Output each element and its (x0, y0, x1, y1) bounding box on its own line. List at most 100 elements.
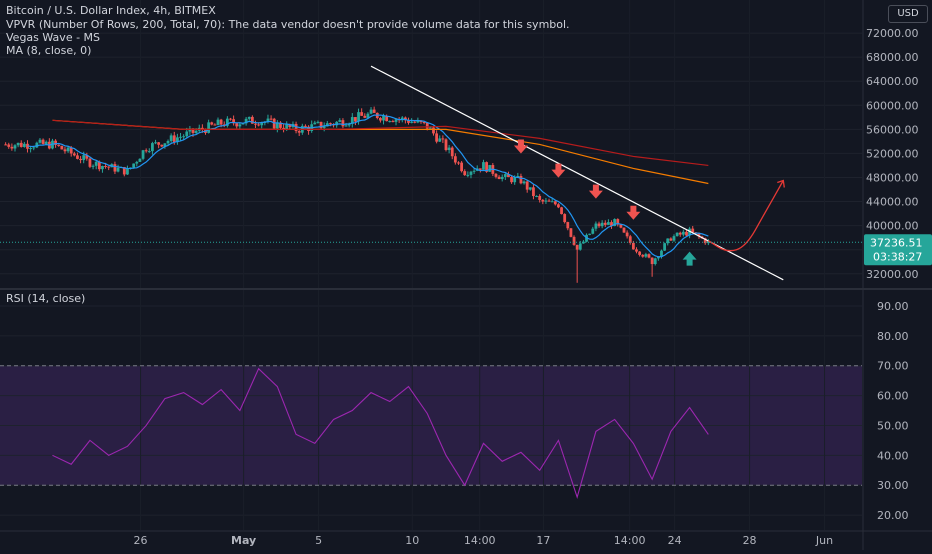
rsi-indicator-legend[interactable]: RSI (14, close) (6, 292, 86, 305)
candle-body (641, 254, 645, 257)
candle-body (541, 199, 545, 202)
candle-body (547, 200, 551, 202)
candle-body (147, 151, 151, 153)
candle-body (132, 163, 136, 168)
rsi-tick-label: 90.00 (877, 300, 909, 313)
candle-body (141, 150, 145, 159)
candle-body (394, 119, 398, 122)
time-tick-label: 28 (743, 534, 757, 547)
candle-body (41, 139, 45, 144)
candle-body (91, 165, 95, 167)
time-tick-label: May (231, 534, 256, 547)
candle-body (407, 120, 410, 123)
candle-body (188, 128, 192, 132)
candle-body (325, 123, 329, 127)
candle-body (619, 224, 623, 228)
candle-body (207, 122, 211, 133)
candle-body (22, 143, 26, 147)
last-price-tag (864, 234, 932, 266)
candle-body (138, 158, 142, 162)
candle-body (482, 162, 485, 170)
time-tick-label: Jun (815, 534, 833, 547)
candle-body (600, 222, 604, 227)
candle-body (319, 121, 323, 128)
candle-body (10, 146, 14, 149)
candle-body (379, 118, 382, 121)
price-tick-label: 40000.00 (866, 220, 919, 233)
candle-body (76, 155, 79, 159)
candle-body (575, 244, 579, 250)
candle-body (350, 117, 354, 124)
candle-body (466, 174, 470, 176)
last-price-value: 37236.51 (870, 236, 923, 249)
candle-body (472, 170, 476, 172)
candle-body (288, 124, 292, 127)
candle-body (57, 144, 61, 146)
price-tick-label: 44000.00 (866, 196, 919, 209)
candle-body (160, 144, 164, 147)
chart-title[interactable]: Bitcoin / U.S. Dollar Index, 4h, BITMEX (6, 4, 216, 17)
vpvr-indicator-legend[interactable]: VPVR (Number Of Rows, 200, Total, 70): T… (6, 18, 570, 31)
ma-indicator-legend[interactable]: MA (8, close, 0) (6, 44, 92, 57)
candle-body (678, 232, 682, 235)
candle-body (569, 228, 573, 237)
price-tick-label: 48000.00 (866, 171, 919, 184)
candle-body (582, 241, 585, 244)
candle-body (194, 130, 198, 133)
currency-badge[interactable]: USD (888, 5, 928, 23)
candle-body (29, 148, 33, 150)
candle-body (191, 128, 195, 133)
candle-body (225, 118, 229, 126)
candle-body (235, 123, 239, 127)
candle-body (669, 238, 673, 241)
candle-body (560, 207, 563, 215)
candle-body (238, 124, 242, 127)
candle-body (563, 214, 567, 223)
candle-body (410, 121, 414, 123)
down-arrow-icon (551, 163, 566, 178)
rsi-tick-label: 40.00 (877, 449, 909, 462)
candle-body (7, 144, 11, 147)
candle-body (622, 227, 626, 233)
candle-body (219, 119, 223, 125)
candle-body (403, 117, 407, 121)
candle-body (13, 145, 17, 149)
candle-body (85, 155, 89, 159)
time-tick-label: 26 (134, 534, 148, 547)
candle-body (463, 171, 467, 176)
candle-body (594, 223, 598, 229)
candle-body (388, 121, 392, 123)
vegas-wave-indicator-legend[interactable]: Vegas Wave - MS (6, 31, 101, 44)
candle-body (413, 121, 417, 123)
candle-body (441, 138, 445, 140)
candle-body (354, 117, 357, 122)
candle-body (338, 120, 342, 122)
candle-body (144, 150, 148, 152)
candle-body (647, 254, 651, 258)
price-tick-label: 56000.00 (866, 123, 919, 136)
candle-body (638, 251, 642, 255)
rsi-tick-label: 30.00 (877, 479, 909, 492)
price-tick-label: 72000.00 (866, 27, 919, 40)
candle-body (260, 122, 264, 126)
candle-body (631, 242, 635, 250)
candle-body (553, 201, 557, 205)
candle-body (688, 228, 691, 236)
candle-body (257, 124, 260, 126)
rsi-line (52, 367, 709, 500)
candle-body (435, 133, 439, 142)
candle-body (216, 119, 220, 126)
time-tick-label: 10 (405, 534, 419, 547)
candle-body (469, 171, 473, 175)
candle-body (453, 156, 457, 163)
candle-body (175, 137, 179, 143)
candle-body (616, 219, 620, 225)
candle-body (107, 166, 111, 168)
candle-body (60, 145, 64, 150)
candle-body (185, 131, 189, 137)
candle-body (182, 136, 186, 138)
candle-body (535, 195, 538, 197)
time-tick-label: 5 (315, 534, 322, 547)
